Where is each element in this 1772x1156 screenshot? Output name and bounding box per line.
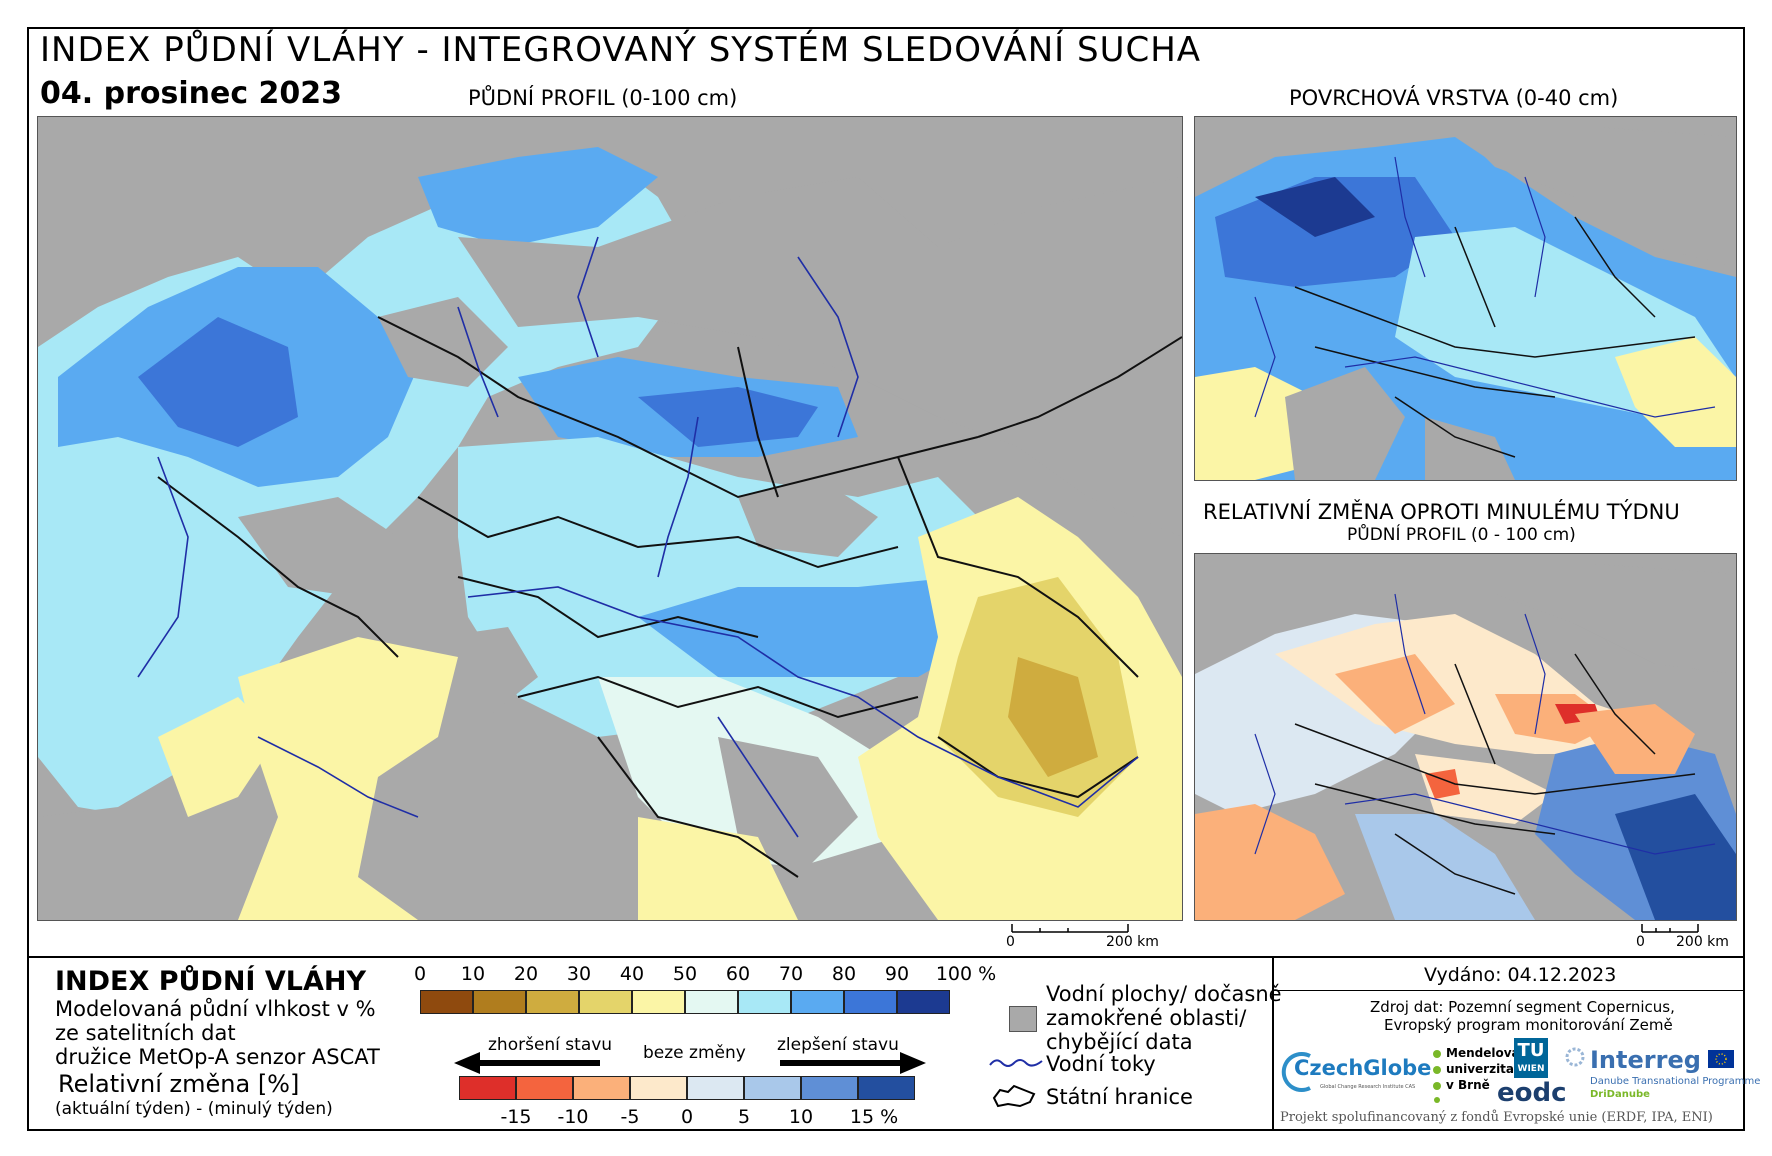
map-date: 04. prosinec 2023 bbox=[40, 76, 343, 111]
index-color-2 bbox=[526, 990, 579, 1014]
index-tick-2: 20 bbox=[513, 963, 539, 985]
change-color-0 bbox=[459, 1076, 516, 1100]
index-color-5 bbox=[685, 990, 738, 1014]
legend-desc-1: Modelovaná půdní vlhkost v % bbox=[55, 997, 376, 1021]
surface-map-label: POVRCHOVÁ VRSTVA (0-40 cm) bbox=[1289, 86, 1619, 110]
better-label: zlepšení stavu bbox=[777, 1035, 899, 1055]
change-map-label: RELATIVNÍ ZMĚNA OPROTI MINULÉMU TÝDNU bbox=[1203, 500, 1680, 524]
issued-date: Vydáno: 04.12.2023 bbox=[1424, 964, 1617, 986]
legend-separator bbox=[27, 956, 1745, 958]
main-soil-moisture-map bbox=[37, 116, 1183, 921]
water-legend-2: zamokřené oblasti/ bbox=[1046, 1006, 1247, 1030]
change-color-6 bbox=[801, 1076, 858, 1100]
change-tick-2: -5 bbox=[620, 1106, 640, 1128]
index-tick-8: 80 bbox=[831, 963, 857, 985]
change-legend-desc: (aktuální týden) - (minulý týden) bbox=[55, 1099, 333, 1119]
river-line-icon bbox=[989, 1059, 1043, 1067]
change-color-3 bbox=[630, 1076, 687, 1100]
change-color-5 bbox=[744, 1076, 801, 1100]
rivers-legend: Vodní toky bbox=[1046, 1052, 1156, 1076]
change-tick-6: 15 % bbox=[849, 1106, 899, 1128]
index-color-0 bbox=[420, 990, 473, 1014]
index-color-8 bbox=[844, 990, 897, 1014]
legend-title: INDEX PŮDNÍ VLÁHY bbox=[55, 966, 367, 997]
small-scale-label: 200 km bbox=[1676, 934, 1729, 950]
worse-label: zhoršení stavu bbox=[488, 1035, 613, 1055]
borders-legend: Státní hranice bbox=[1046, 1085, 1193, 1109]
water-legend-1: Vodní plochy/ dočasně bbox=[1046, 982, 1282, 1006]
index-tick-4: 40 bbox=[619, 963, 645, 985]
relative-change-map bbox=[1194, 553, 1737, 921]
index-tick-9: 90 bbox=[884, 963, 910, 985]
main-scale-bar bbox=[1011, 924, 1129, 933]
change-color-7 bbox=[858, 1076, 915, 1100]
czechglobe-logo: CzechGlobe Global Change Research Instit… bbox=[1280, 1050, 1431, 1094]
index-tick-3: 30 bbox=[566, 963, 592, 985]
legend-desc-3: družice MetOp-A senzor ASCAT bbox=[55, 1045, 380, 1069]
index-color-6 bbox=[738, 990, 791, 1014]
main-scale-label: 200 km bbox=[1106, 934, 1159, 950]
index-tick-10: 100 % bbox=[935, 963, 997, 985]
index-tick-1: 10 bbox=[460, 963, 486, 985]
index-tick-6: 60 bbox=[725, 963, 751, 985]
change-color-1 bbox=[516, 1076, 573, 1100]
change-tick-4: 5 bbox=[737, 1106, 751, 1128]
change-color-2 bbox=[573, 1076, 630, 1100]
surface-layer-map bbox=[1194, 116, 1737, 481]
data-source-2: Evropský program monitorování Země bbox=[1384, 1016, 1673, 1034]
change-tick-3: 0 bbox=[680, 1106, 694, 1128]
water-legend-3: chybějící data bbox=[1046, 1030, 1193, 1054]
index-tick-7: 70 bbox=[778, 963, 804, 985]
no-change-label: beze změny bbox=[643, 1043, 746, 1063]
change-legend-title: Relativní změna [%] bbox=[58, 1070, 300, 1098]
index-color-9 bbox=[897, 990, 950, 1014]
change-map-sublabel: PŮDNÍ PROFIL (0 - 100 cm) bbox=[1347, 525, 1576, 545]
tu-wien-logo: TU WIEN bbox=[1514, 1038, 1548, 1078]
mendelu-logo: Mendelova univerzita v Brně bbox=[1432, 1046, 1520, 1106]
interreg-logo: Interreg Danube Transnational Programme … bbox=[1564, 1046, 1760, 1106]
legend-desc-2: ze satelitních dat bbox=[55, 1021, 236, 1045]
funding-note: Projekt spolufinancovaný z fondů Evropsk… bbox=[1280, 1110, 1713, 1125]
eodc-logo: eodc bbox=[1497, 1078, 1567, 1108]
water-swatch bbox=[1009, 1006, 1037, 1032]
info-separator bbox=[1272, 956, 1274, 1131]
small-scale-bar bbox=[1641, 924, 1699, 933]
main-scale-zero: 0 bbox=[1006, 934, 1015, 950]
change-tick-0: -15 bbox=[500, 1106, 532, 1128]
change-tick-5: 10 bbox=[788, 1106, 814, 1128]
page-title: INDEX PŮDNÍ VLÁHY - INTEGROVANÝ SYSTÉM S… bbox=[40, 30, 1202, 70]
border-outline-icon bbox=[992, 1084, 1036, 1108]
change-tick-1: -10 bbox=[557, 1106, 589, 1128]
index-color-3 bbox=[579, 990, 632, 1014]
issued-separator bbox=[1272, 990, 1745, 991]
index-color-1 bbox=[473, 990, 526, 1014]
index-tick-0: 0 bbox=[413, 963, 427, 985]
change-direction-arrows bbox=[454, 1052, 926, 1074]
index-color-7 bbox=[791, 990, 844, 1014]
index-tick-5: 50 bbox=[672, 963, 698, 985]
data-source-1: Zdroj dat: Pozemní segment Copernicus, bbox=[1370, 998, 1675, 1016]
index-color-4 bbox=[632, 990, 685, 1014]
main-map-label: PŮDNÍ PROFIL (0-100 cm) bbox=[468, 86, 738, 110]
small-scale-zero: 0 bbox=[1636, 934, 1645, 950]
change-color-4 bbox=[687, 1076, 744, 1100]
